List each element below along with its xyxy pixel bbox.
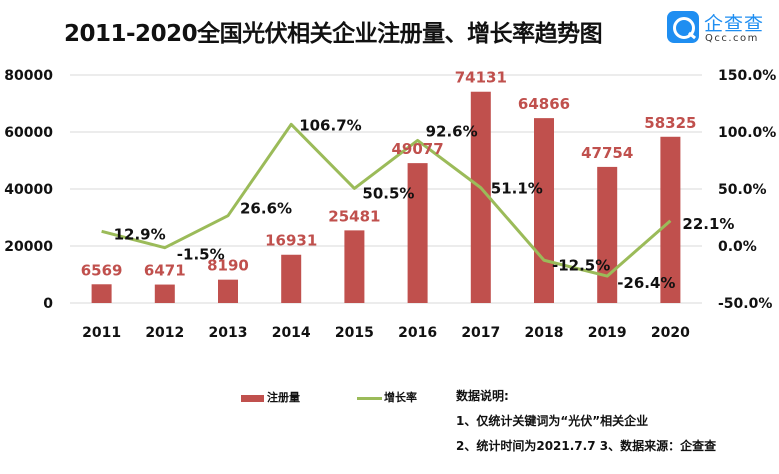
line-data-label: 12.9% bbox=[114, 225, 166, 243]
legend-label: 注册量 bbox=[267, 391, 300, 404]
chart-title: 2011-2020全国光伏相关企业注册量、增长率趋势图 bbox=[64, 21, 603, 47]
bar-data-label: 64866 bbox=[518, 95, 570, 113]
bar-data-label: 47754 bbox=[581, 144, 633, 162]
left-axis-tick-label: 80000 bbox=[4, 68, 53, 84]
x-axis-tick-label: 2019 bbox=[588, 325, 627, 341]
logo-name: 企查查 bbox=[704, 13, 765, 35]
right-axis-tick-label: 100.0% bbox=[718, 125, 776, 141]
line-data-label: -12.5% bbox=[552, 256, 610, 274]
line-data-label: -26.4% bbox=[617, 274, 675, 292]
line-data-label: 92.6% bbox=[426, 122, 478, 140]
bar-data-label: 25481 bbox=[328, 207, 380, 225]
bar-data-label: 6471 bbox=[144, 262, 186, 280]
x-axis-tick-label: 2015 bbox=[335, 325, 374, 341]
line-data-labels: 12.9% -1.5% 26.6% 106.7% 50.5% 92.6% 51.1% -12.… bbox=[114, 116, 735, 292]
left-axis-tick-label: 40000 bbox=[4, 182, 53, 198]
gridlines bbox=[70, 74, 702, 304]
legend-item-growth: 增长率 bbox=[357, 389, 417, 405]
x-axis-tick-label: 2014 bbox=[272, 325, 311, 341]
right-axis-tick-label: 0.0% bbox=[718, 239, 757, 255]
legend-item-registrations: 注册量 bbox=[241, 389, 300, 405]
line-data-label: -1.5% bbox=[177, 246, 225, 264]
line-data-label: 22.1% bbox=[682, 215, 734, 233]
left-axis-tick-label: 60000 bbox=[4, 125, 53, 141]
right-axis-tick-label: -50.0% bbox=[718, 296, 772, 312]
x-axis-tick-label: 2020 bbox=[651, 325, 690, 341]
bar bbox=[344, 230, 365, 303]
x-axis-tick-label: 2011 bbox=[82, 325, 121, 341]
bar-data-labels: 6569 6471 8190 16931 25481 49077 74131 64866 477… bbox=[81, 69, 697, 280]
left-axis-tick-label: 0 bbox=[43, 296, 53, 312]
right-axis-tick-label: 150.0% bbox=[718, 68, 776, 84]
bar-data-label: 8190 bbox=[207, 257, 249, 275]
x-axis-tick-label: 2013 bbox=[209, 325, 248, 341]
bar-data-label: 58325 bbox=[644, 114, 696, 132]
left-axis-tick-label: 20000 bbox=[4, 239, 53, 255]
bar bbox=[91, 284, 112, 303]
x-axis-tick-label: 2018 bbox=[525, 325, 564, 341]
line-data-label: 26.6% bbox=[240, 200, 292, 218]
line-series bbox=[101, 122, 672, 278]
data-notes: 数据说明: 1、仅统计关键词为“光伏”相关企业 2、统计时间为2021.7.7 … bbox=[456, 384, 716, 459]
line-data-label: 51.1% bbox=[491, 180, 543, 198]
left-axis-ticks: 0 20000 40000 60000 80000 bbox=[4, 68, 53, 312]
bar bbox=[281, 254, 302, 303]
bar bbox=[660, 136, 681, 303]
x-axis-tick-label: 2016 bbox=[398, 325, 437, 341]
bar bbox=[597, 166, 618, 303]
bar bbox=[154, 284, 175, 303]
line-data-label: 106.7% bbox=[299, 116, 361, 134]
bar-data-label: 74131 bbox=[455, 69, 507, 87]
x-axis-tick-label: 2017 bbox=[461, 325, 500, 341]
notes-line-2: 2、统计时间为2021.7.7 3、数据来源：企查查 bbox=[456, 439, 717, 453]
bar-data-label: 16931 bbox=[265, 232, 317, 250]
line-data-label: 50.5% bbox=[362, 184, 414, 202]
x-axis-tick-label: 2012 bbox=[145, 325, 184, 341]
bar-data-label: 49077 bbox=[392, 140, 444, 158]
qcc-logo-icon bbox=[667, 11, 699, 43]
logo-domain: Qcc.com bbox=[705, 33, 759, 44]
qcc-logo: 企查查 Qcc.com bbox=[667, 9, 777, 49]
right-axis-ticks: -50.0% 0.0% 50.0% 100.0% 150.0% bbox=[718, 68, 776, 312]
notes-heading: 数据说明: bbox=[456, 389, 509, 403]
bar bbox=[534, 118, 554, 303]
bar-series bbox=[91, 91, 681, 303]
bar bbox=[218, 279, 238, 303]
notes-line-1: 1、仅统计关键词为“光伏”相关企业 bbox=[456, 414, 649, 428]
legend-bar-swatch bbox=[241, 394, 264, 402]
right-axis-tick-label: 50.0% bbox=[718, 182, 767, 198]
growth-line bbox=[101, 122, 672, 278]
x-axis-ticks: 2011 2012 2013 2014 2015 2016 2017 2018 2019 2020 bbox=[82, 325, 690, 341]
legend-line-swatch bbox=[357, 396, 382, 400]
legend-label: 增长率 bbox=[384, 391, 417, 404]
bar bbox=[470, 91, 491, 303]
bar bbox=[407, 163, 428, 303]
bar-data-label: 6569 bbox=[81, 261, 123, 279]
